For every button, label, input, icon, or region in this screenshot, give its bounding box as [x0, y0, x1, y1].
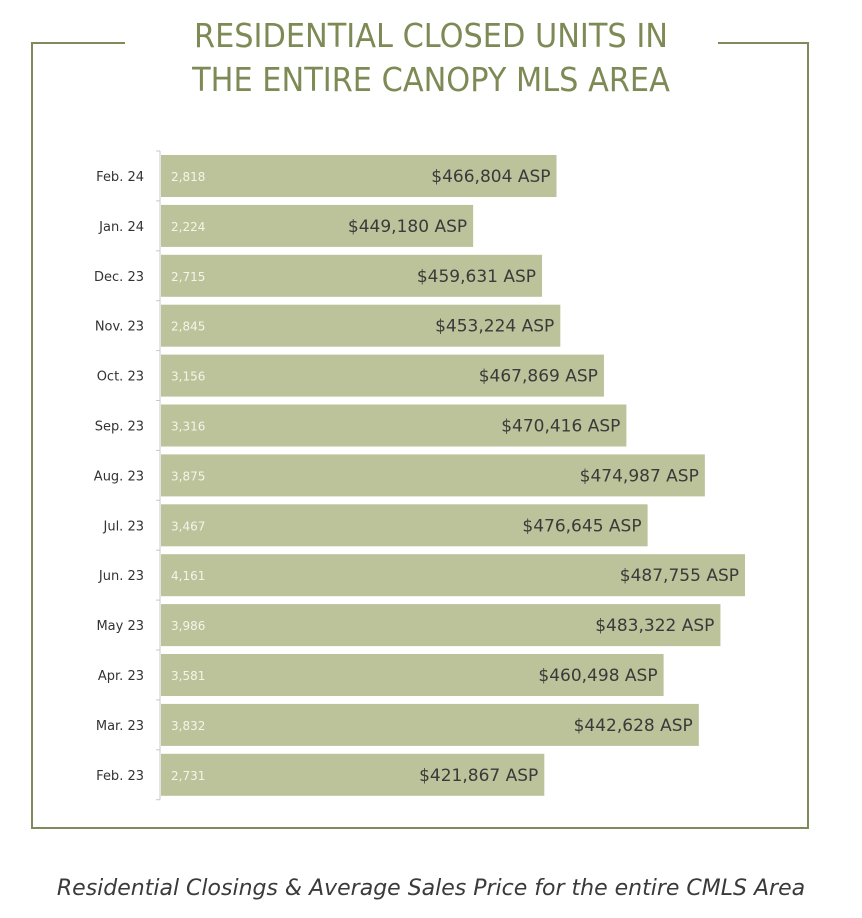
- frame-left: [31, 42, 33, 829]
- bar: [161, 753, 545, 796]
- units-data-label: 3,986: [171, 619, 205, 633]
- chart-title-line-2: THE ENTIRE CANOPY MLS AREA: [192, 60, 670, 99]
- asp-data-label: $453,224 ASP: [435, 317, 554, 337]
- category-label: Feb. 24: [96, 170, 144, 185]
- asp-data-label: $487,755 ASP: [620, 566, 739, 586]
- asp-data-label: $467,869 ASP: [479, 367, 598, 387]
- chart-title: RESIDENTIAL CLOSED UNITS IN THE ENTIRE C…: [34, 14, 827, 102]
- category-label: Feb. 23: [96, 769, 144, 784]
- bar: [161, 404, 627, 447]
- asp-data-label: $449,180 ASP: [348, 217, 467, 237]
- asp-data-label: $460,498 ASP: [538, 666, 657, 686]
- category-label: Jan. 24: [98, 220, 144, 235]
- category-label: Dec. 23: [94, 270, 144, 285]
- units-data-label: 3,875: [171, 469, 205, 483]
- asp-data-label: $474,987 ASP: [580, 466, 699, 486]
- units-data-label: 3,467: [171, 519, 205, 533]
- bar: [161, 304, 561, 347]
- chart-caption: Residential Closings & Average Sales Pri…: [56, 876, 806, 901]
- units-data-label: 3,156: [171, 370, 205, 384]
- frame-top-right: [718, 42, 809, 44]
- chart-title-line-1: RESIDENTIAL CLOSED UNITS IN: [193, 16, 669, 55]
- frame-top-left: [31, 42, 125, 44]
- bar: [161, 454, 705, 497]
- bar: [161, 155, 557, 197]
- bar: [161, 254, 543, 297]
- bar: [161, 204, 474, 247]
- units-data-label: 3,832: [171, 719, 205, 733]
- bar: [161, 554, 745, 597]
- category-label: Nov. 23: [95, 320, 144, 335]
- bar: [161, 604, 721, 647]
- units-data-label: 3,316: [171, 420, 205, 434]
- units-data-label: 2,818: [171, 170, 205, 184]
- units-data-label: 2,731: [171, 769, 205, 783]
- category-label: Mar. 23: [96, 719, 144, 734]
- category-label: May 23: [96, 619, 144, 634]
- asp-data-label: $421,867 ASP: [419, 766, 538, 786]
- asp-data-label: $466,804 ASP: [431, 167, 550, 187]
- asp-data-label: $459,631 ASP: [417, 267, 536, 287]
- frame-bottom: [31, 827, 809, 829]
- units-data-label: 2,224: [171, 220, 205, 234]
- frame-right: [807, 42, 809, 829]
- asp-data-label: $483,322 ASP: [595, 616, 714, 636]
- asp-data-label: $476,645 ASP: [522, 516, 641, 536]
- units-data-label: 2,715: [171, 270, 205, 284]
- asp-data-label: $470,416 ASP: [501, 417, 620, 437]
- category-label: Oct. 23: [97, 370, 144, 385]
- bar: [161, 703, 699, 746]
- category-label: Jun. 23: [98, 569, 144, 584]
- bar: [161, 654, 664, 696]
- units-data-label: 4,161: [171, 569, 205, 583]
- units-data-label: 3,581: [171, 669, 205, 683]
- units-data-label: 2,845: [171, 320, 205, 334]
- bar: [161, 504, 648, 547]
- category-label: Sep. 23: [95, 420, 144, 435]
- category-label: Jul. 23: [103, 519, 145, 534]
- asp-data-label: $442,628 ASP: [574, 716, 693, 736]
- bar: [161, 354, 604, 397]
- category-label: Apr. 23: [98, 669, 144, 684]
- category-label: Aug. 23: [94, 469, 144, 484]
